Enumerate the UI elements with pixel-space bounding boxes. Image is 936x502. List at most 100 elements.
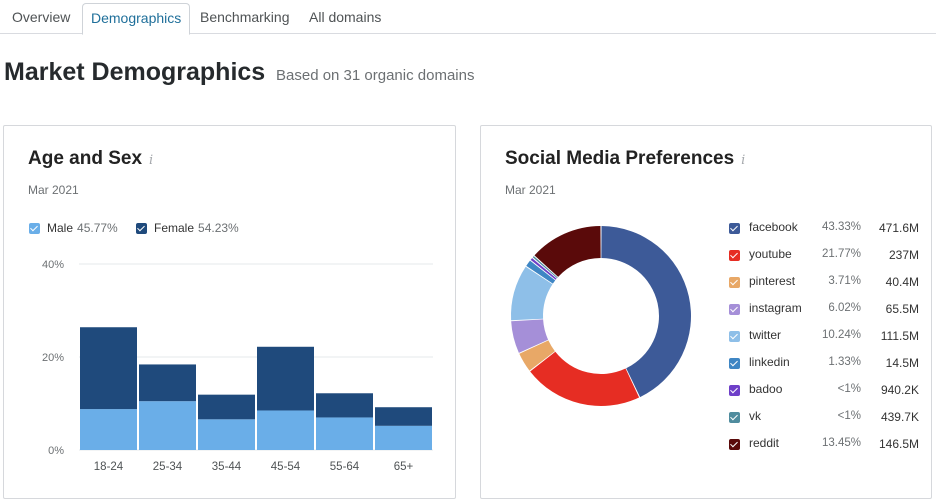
checkbox-icon[interactable] bbox=[729, 277, 740, 288]
social-donut-chart bbox=[511, 226, 691, 406]
social-value: 237M bbox=[888, 248, 919, 262]
social-value: 471.6M bbox=[878, 221, 919, 235]
social-pct: <1% bbox=[837, 383, 861, 395]
age-sex-date: Mar 2021 bbox=[28, 183, 79, 197]
social-value: 111.5M bbox=[880, 329, 919, 343]
tab-benchmarking[interactable]: Benchmarking bbox=[200, 9, 290, 25]
bar-female-55-64[interactable] bbox=[316, 393, 373, 418]
social-title: Social Media Preferences i bbox=[505, 148, 745, 170]
tab-all-domains[interactable]: All domains bbox=[309, 9, 382, 25]
legend-male[interactable]: Male 45.77% bbox=[29, 221, 118, 235]
social-row-twitter[interactable]: twitter 10.24% 111.5M bbox=[729, 327, 919, 354]
social-pct: 43.33% bbox=[821, 221, 861, 233]
tab-overview[interactable]: Overview bbox=[12, 9, 71, 25]
social-pct: 13.45% bbox=[821, 437, 861, 449]
social-pct: 3.71% bbox=[828, 275, 861, 287]
x-tick-label: 45-54 bbox=[271, 461, 301, 473]
age-sex-bar-chart: 40% 20% 0% 18-24 25-34 35-44 45-54 55-64 65+ bbox=[42, 259, 433, 473]
checkbox-icon[interactable] bbox=[729, 439, 740, 450]
legend-female-pct: 54.23% bbox=[198, 221, 239, 235]
bar-male-35-44[interactable] bbox=[198, 419, 255, 450]
female-checkbox-icon[interactable] bbox=[136, 222, 147, 234]
social-row-vk[interactable]: vk <1% 439.7K bbox=[729, 408, 919, 435]
social-name: pinterest bbox=[749, 274, 796, 288]
legend-female-label: Female bbox=[154, 221, 195, 235]
x-tick-label: 18-24 bbox=[94, 461, 124, 473]
social-row-linkedin[interactable]: linkedin 1.33% 14.5M bbox=[729, 354, 919, 381]
bar-male-45-54[interactable] bbox=[257, 410, 314, 450]
social-value: 40.4M bbox=[885, 275, 919, 289]
age-sex-title-text: Age and Sex bbox=[28, 148, 143, 169]
social-name: twitter bbox=[749, 328, 782, 342]
social-pct: 10.24% bbox=[821, 329, 861, 341]
y-tick-label: 0% bbox=[48, 445, 64, 457]
social-row-pinterest[interactable]: pinterest 3.71% 40.4M bbox=[729, 273, 919, 300]
bar-female-18-24[interactable] bbox=[80, 327, 137, 410]
social-legend-table: facebook 43.33% 471.6M youtube 21.77% 237M pin… bbox=[729, 219, 919, 462]
bar-male-65+[interactable] bbox=[375, 425, 432, 450]
social-name: facebook bbox=[749, 220, 798, 234]
social-name: youtube bbox=[749, 247, 792, 261]
bar-female-45-54[interactable] bbox=[257, 346, 314, 411]
donut-slice-youtube[interactable] bbox=[530, 351, 640, 406]
donut-slice-vk[interactable] bbox=[532, 256, 558, 279]
donut-slice-instagram[interactable] bbox=[511, 319, 549, 353]
social-value: 14.5M bbox=[885, 356, 919, 370]
legend-male-pct: 45.77% bbox=[77, 221, 118, 235]
bar-male-18-24[interactable] bbox=[80, 409, 137, 450]
social-value: 146.5M bbox=[878, 437, 919, 451]
donut-slice-badoo[interactable] bbox=[530, 258, 557, 280]
social-pct: 6.02% bbox=[828, 302, 861, 314]
social-value: 940.2K bbox=[880, 383, 919, 397]
checkbox-icon[interactable] bbox=[729, 385, 740, 396]
x-tick-label: 25-34 bbox=[153, 461, 183, 473]
tab-bar: Overview Demographics Benchmarking All d… bbox=[0, 0, 936, 35]
x-tick-label: 35-44 bbox=[212, 461, 242, 473]
age-sex-title: Age and Sex i bbox=[28, 148, 153, 170]
checkbox-icon[interactable] bbox=[729, 331, 740, 342]
social-row-reddit[interactable]: reddit 13.45% 146.5M bbox=[729, 435, 919, 462]
checkbox-icon[interactable] bbox=[729, 250, 740, 261]
donut-slice-reddit[interactable] bbox=[534, 226, 601, 277]
age-sex-card: Age and Sex i Mar 2021 Male 45.77% Female… bbox=[3, 125, 456, 499]
tab-demographics[interactable]: Demographics bbox=[82, 3, 191, 35]
page-title: Market Demographics bbox=[4, 58, 266, 86]
social-value: 65.5M bbox=[885, 302, 919, 316]
checkbox-icon[interactable] bbox=[729, 358, 740, 369]
checkbox-icon[interactable] bbox=[729, 223, 740, 234]
social-pct: 21.77% bbox=[821, 248, 861, 260]
social-name: reddit bbox=[749, 436, 780, 450]
bar-female-35-44[interactable] bbox=[198, 394, 255, 420]
donut-slice-twitter[interactable] bbox=[511, 266, 553, 321]
social-row-badoo[interactable]: badoo <1% 940.2K bbox=[729, 381, 919, 408]
donut-slice-facebook[interactable] bbox=[601, 226, 691, 398]
social-name: vk bbox=[749, 409, 761, 423]
bar-male-55-64[interactable] bbox=[316, 417, 373, 450]
donut-slice-pinterest[interactable] bbox=[519, 340, 555, 371]
bar-female-65+[interactable] bbox=[375, 407, 432, 426]
legend-male-label: Male bbox=[47, 221, 74, 235]
info-icon[interactable]: i bbox=[741, 153, 746, 168]
social-date: Mar 2021 bbox=[505, 183, 556, 197]
social-name: instagram bbox=[749, 301, 802, 315]
bar-female-25-34[interactable] bbox=[139, 364, 196, 402]
page-subtitle: Based on 31 organic domains bbox=[276, 67, 475, 84]
social-name: linkedin bbox=[749, 355, 790, 369]
social-row-youtube[interactable]: youtube 21.77% 237M bbox=[729, 246, 919, 273]
x-tick-label: 55-64 bbox=[330, 461, 360, 473]
y-tick-label: 40% bbox=[42, 259, 64, 271]
legend-female[interactable]: Female 54.23% bbox=[136, 221, 239, 235]
y-tick-label: 20% bbox=[42, 352, 64, 364]
male-checkbox-icon[interactable] bbox=[29, 222, 40, 234]
social-row-facebook[interactable]: facebook 43.33% 471.6M bbox=[729, 219, 919, 246]
x-tick-label: 65+ bbox=[394, 461, 414, 473]
social-media-card: Social Media Preferences i Mar 2021 faceb… bbox=[480, 125, 932, 499]
social-row-instagram[interactable]: instagram 6.02% 65.5M bbox=[729, 300, 919, 327]
bar-male-25-34[interactable] bbox=[139, 401, 196, 450]
info-icon[interactable]: i bbox=[149, 153, 154, 168]
social-title-text: Social Media Preferences bbox=[505, 148, 735, 169]
checkbox-icon[interactable] bbox=[729, 412, 740, 423]
checkbox-icon[interactable] bbox=[729, 304, 740, 315]
social-value: 439.7K bbox=[880, 410, 919, 424]
donut-slice-linkedin[interactable] bbox=[526, 260, 556, 284]
